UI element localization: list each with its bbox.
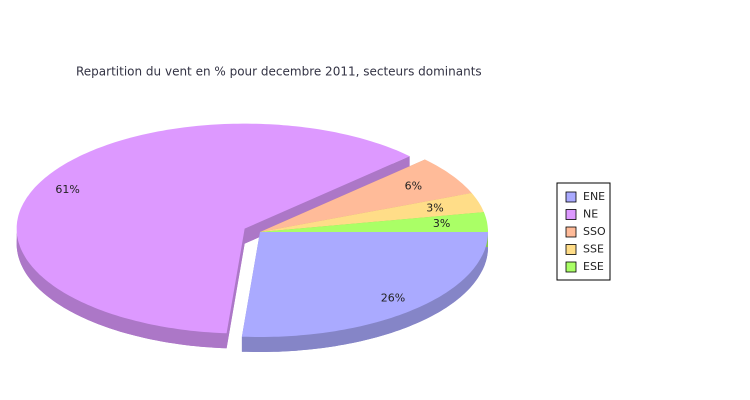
slice <box>260 212 488 232</box>
slice-side <box>241 232 488 352</box>
data-label: 3% <box>426 201 443 214</box>
legend-swatch <box>565 191 577 203</box>
legend-swatch <box>565 226 577 238</box>
legend-label: ESE <box>583 260 604 273</box>
slice-side <box>16 228 227 349</box>
slice <box>241 232 488 337</box>
legend-swatch <box>565 261 577 273</box>
chart-title: Repartition du vent en % pour decembre 2… <box>76 65 482 79</box>
legend-label: SSO <box>583 225 606 238</box>
legend-label: SSE <box>583 243 604 256</box>
data-label: 26% <box>381 291 405 304</box>
legend-swatch <box>565 209 577 220</box>
data-label: 3% <box>433 217 450 230</box>
data-label: 6% <box>405 180 422 193</box>
legend-label: NE <box>583 208 598 221</box>
pie-tops <box>16 123 488 337</box>
slice <box>260 159 472 232</box>
slice-wall <box>226 228 245 349</box>
slice <box>16 123 410 334</box>
legend-label: ENE <box>583 190 605 203</box>
slice <box>260 193 484 232</box>
legend-swatch <box>565 244 577 255</box>
data-label: 61% <box>55 183 79 196</box>
